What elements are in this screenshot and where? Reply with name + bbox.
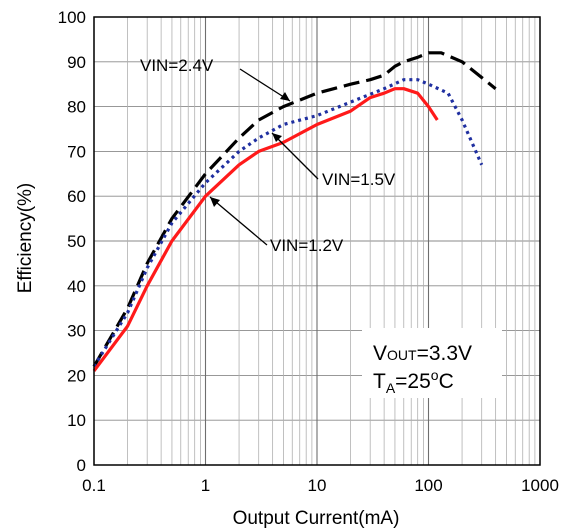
y-tick-label: 90 — [67, 53, 86, 72]
condition-ta: TA=25oC — [373, 367, 454, 396]
series-line-0 — [92, 51, 497, 368]
plot-frame — [93, 16, 541, 466]
leader-line-vin-1-5 — [271, 132, 319, 180]
series-label-vin-2-4: VIN=2.4V — [140, 56, 214, 75]
x-tick-label: 0.1 — [82, 476, 106, 495]
series-label-vin-1-5: VIN=1.5V — [322, 170, 396, 189]
leader-line-vin-2-4 — [239, 68, 291, 102]
series-group — [92, 51, 497, 372]
series-line-2 — [92, 87, 439, 372]
y-tick-label: 40 — [67, 277, 86, 296]
y-tick-label: 80 — [67, 98, 86, 117]
y-tick-label: 100 — [58, 8, 86, 27]
x-tick-label: 1000 — [521, 476, 559, 495]
y-tick-label: 30 — [67, 322, 86, 341]
series-label-vin-1-2: VIN=1.2V — [270, 236, 344, 255]
x-tick-label: 100 — [414, 476, 442, 495]
leader-arrow-vin-2-4 — [280, 92, 290, 101]
x-tick-label: 1 — [201, 476, 210, 495]
condition-vout: VOUT=3.3V — [373, 342, 472, 365]
x-tick-label: 10 — [308, 476, 327, 495]
y-tick-label: 60 — [67, 187, 86, 206]
leader-arrow-vin-1-2 — [210, 197, 220, 207]
y-tick-label: 10 — [67, 411, 86, 430]
x-axis-title: Output Current(mA) — [233, 508, 400, 529]
y-tick-label: 0 — [77, 456, 86, 475]
leader-arrow-vin-1-5 — [272, 133, 282, 142]
conditions-box-bg — [362, 328, 502, 398]
y-axis-title: Efficiency(%) — [15, 183, 36, 294]
y-tick-label: 70 — [67, 142, 86, 161]
y-tick-label: 20 — [67, 366, 86, 385]
label-leaders — [209, 68, 319, 246]
tick-labels: 0 10 20 30 40 50 60 70 80 90 100 0.1 1 10 100 1000 — [58, 8, 559, 495]
y-tick-label: 50 — [67, 232, 86, 251]
leader-line-vin-1-2 — [209, 196, 268, 246]
